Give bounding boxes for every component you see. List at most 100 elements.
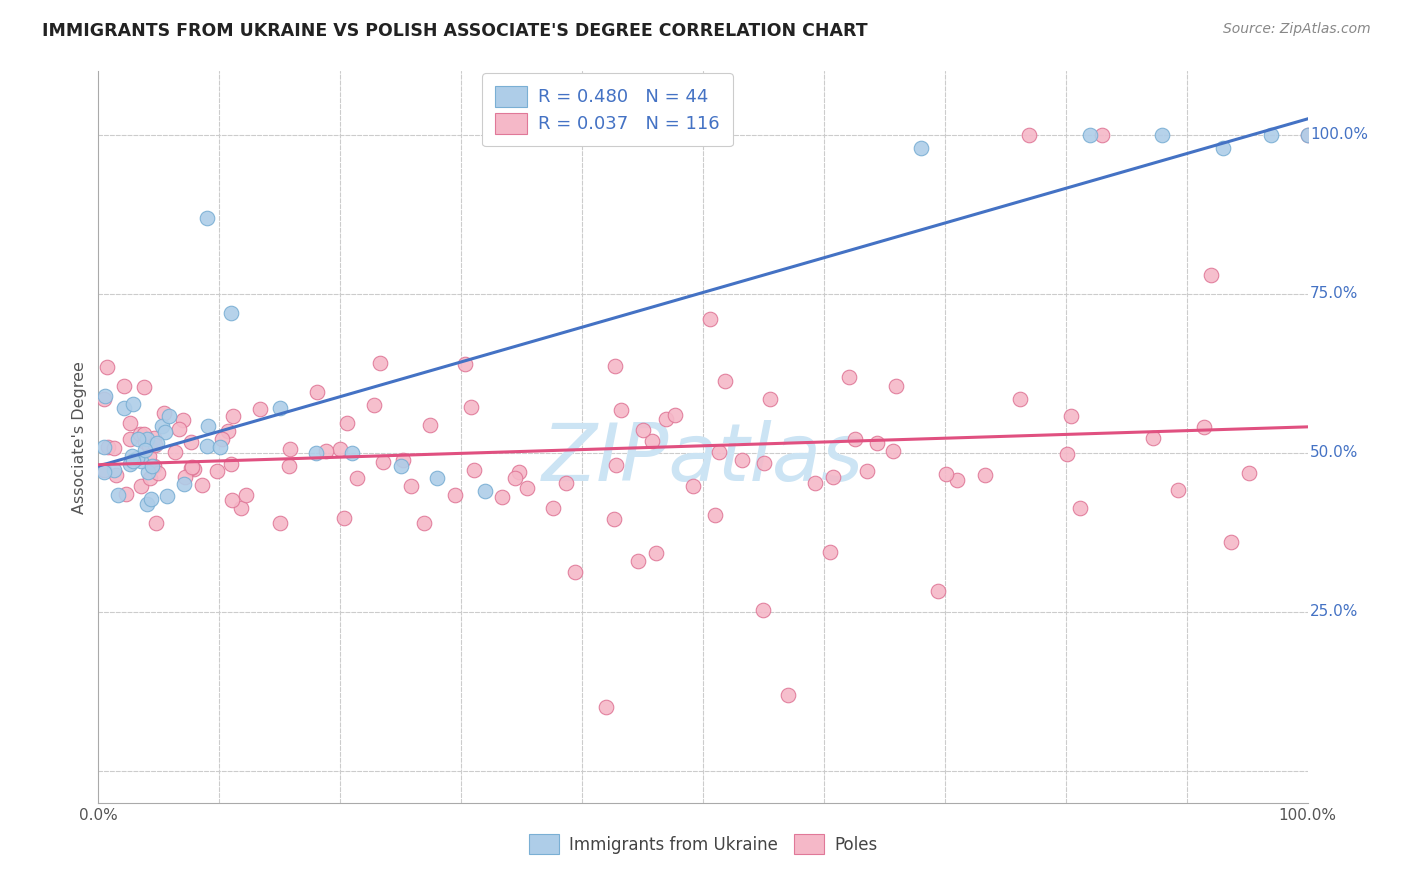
Point [211,432,233,446]
Point [103,441,125,455]
Point [141,491,163,506]
Point [1260,128,1282,142]
Point [153,406,176,420]
Point [93,392,115,406]
Point [120,416,142,430]
Point [209,440,232,454]
Point [927,583,949,598]
Point [278,459,301,474]
Text: 100.0%: 100.0% [1310,128,1368,143]
Point [121,450,143,464]
Point [172,413,194,427]
Point [280,442,302,456]
Point [134,443,156,458]
Point [1152,128,1174,142]
Point [235,488,257,502]
Point [112,401,135,415]
Point [1199,268,1222,282]
Point [463,463,485,477]
Point [135,497,157,511]
Point [368,356,391,370]
Point [1194,419,1216,434]
Text: IMMIGRANTS FROM UKRAINE VS POLISH ASSOCIATE'S DEGREE CORRELATION CHART: IMMIGRANTS FROM UKRAINE VS POLISH ASSOCI… [42,22,868,40]
Point [516,481,538,495]
Point [595,700,617,714]
Point [1069,501,1091,516]
Point [157,409,180,423]
Point [1237,466,1260,480]
Point [703,508,725,522]
Point [336,416,359,430]
Point [115,487,138,501]
Point [229,501,252,516]
Point [127,432,149,446]
Point [699,311,721,326]
Point [222,409,245,424]
Point [399,479,422,493]
Point [129,479,152,493]
Point [145,436,167,450]
Point [946,473,969,487]
Point [346,470,368,484]
Point [107,488,129,502]
Point [122,454,145,468]
Point [134,427,156,442]
Point [195,439,218,453]
Point [93,440,115,454]
Point [682,479,704,493]
Point [605,359,627,373]
Point [804,475,827,490]
Point [180,435,202,450]
Point [1008,392,1031,407]
Point [1212,141,1234,155]
Point [305,385,328,400]
Point [605,458,627,472]
Point [138,449,160,463]
Point [129,454,152,468]
Point [121,397,143,411]
Point [454,357,477,371]
Point [197,419,219,434]
Text: 75.0%: 75.0% [1310,286,1358,301]
Point [134,380,156,394]
Point [221,306,243,320]
Point [205,464,228,478]
Point [603,511,626,525]
Point [491,490,513,504]
Point [655,412,678,426]
Point [150,418,173,433]
Point [148,466,170,480]
Point [392,453,415,467]
Point [134,434,156,449]
Point [373,455,395,469]
Point [195,211,218,225]
Text: Source: ZipAtlas.com: Source: ZipAtlas.com [1223,22,1371,37]
Point [855,464,877,478]
Point [910,141,932,155]
Point [93,463,115,477]
Point [426,471,449,485]
Point [163,445,186,459]
Legend: Immigrants from Ukraine, Poles: Immigrants from Ukraine, Poles [522,828,884,860]
Point [217,425,239,439]
Point [884,378,907,392]
Point [183,462,205,476]
Point [1060,409,1083,424]
Point [866,436,889,450]
Point [1056,447,1078,461]
Point [934,467,956,482]
Point [221,457,243,471]
Point [127,450,149,465]
Point [838,370,860,384]
Point [709,444,731,458]
Point [503,471,526,485]
Point [820,545,842,559]
Point [120,432,142,446]
Point [1078,128,1101,142]
Point [363,398,385,412]
Point [419,418,441,433]
Point [249,402,271,417]
Point [141,459,163,474]
Y-axis label: Associate's Degree: Associate's Degree [72,360,87,514]
Point [645,546,668,560]
